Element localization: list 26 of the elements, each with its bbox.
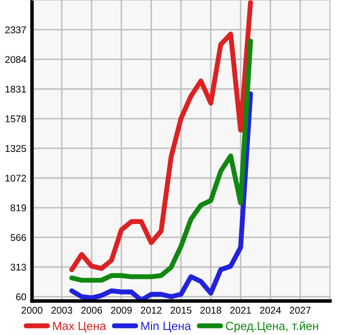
legend-label: Max Цена xyxy=(53,322,106,332)
y-tick-label: 1831 xyxy=(6,86,26,93)
y-tick-label: 2337 xyxy=(5,26,26,34)
line-series xyxy=(69,38,253,283)
line-series xyxy=(69,91,253,301)
x-tick-label: 2018 xyxy=(200,306,222,314)
x-tick-label: 2000 xyxy=(22,306,42,314)
legend-label: Min Цена xyxy=(141,321,192,332)
x-tick-label: 2027 xyxy=(290,306,311,314)
x-tick-label: 2015 xyxy=(170,306,192,314)
y-tick-label: 60 xyxy=(16,293,26,300)
legend-label: Сред.Цена, т.йен xyxy=(226,321,318,332)
line-series xyxy=(69,0,253,272)
y-tick-label: 566 xyxy=(10,234,26,241)
x-tick-label: 2024 xyxy=(260,306,281,314)
x-tick-label: 2003 xyxy=(51,306,72,314)
y-tick-label: 2084 xyxy=(5,56,26,63)
x-tick-label: 2021 xyxy=(230,306,251,314)
x-tick-label: 2012 xyxy=(140,306,162,314)
y-tick-label: 313 xyxy=(10,264,26,271)
y-tick-label: 819 xyxy=(10,204,26,212)
x-tick-label: 2009 xyxy=(111,306,132,314)
x-tick-label: 2006 xyxy=(81,306,102,314)
y-tick-label: 1072 xyxy=(6,174,26,182)
y-tick-label: 1578 xyxy=(6,115,26,122)
y-tick-label: 1325 xyxy=(6,145,26,152)
